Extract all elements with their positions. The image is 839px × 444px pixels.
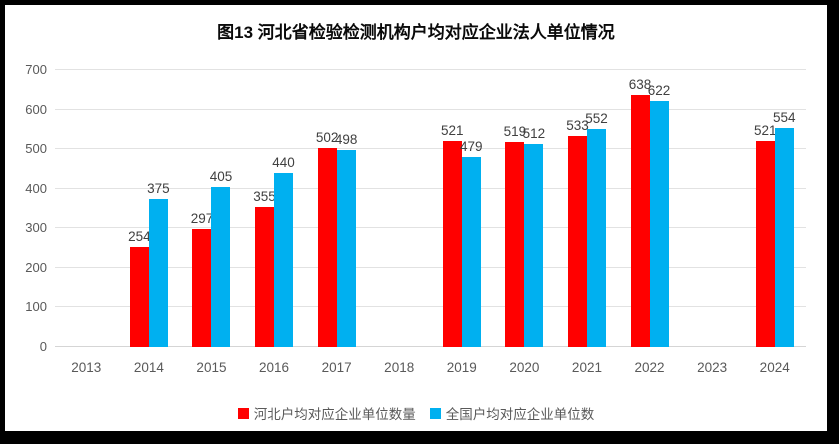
bar-label-national-2020: 512 [522,126,546,142]
x-axis-tick-2021: 2021 [571,360,602,375]
x-axis-tick-2023: 2023 [697,360,728,375]
bar-national-2022 [649,100,669,347]
bar-label-hebei-2015: 297 [190,211,214,227]
y-axis-tick-100: 100 [25,299,47,315]
bar-national-2015 [211,186,231,347]
chart-title: 图13 河北省检验检测机构户均对应企业法人单位情况 [217,23,615,42]
bar-national-2024 [774,127,794,347]
bar-label-national-2019: 479 [460,139,483,155]
bar-hebei-2020 [505,141,525,347]
bar-national-2017 [336,149,356,347]
bar-national-2016 [274,172,294,347]
y-axis-tick-400: 400 [25,180,47,196]
bar-hebei-2017 [317,148,337,347]
y-axis-tick-0: 0 [39,339,47,354]
gridline-y-600 [55,108,806,110]
bar-label-national-2014: 375 [147,180,170,196]
x-axis-tick-2013: 2013 [71,360,102,375]
y-axis-tick-300: 300 [25,220,47,236]
bar-hebei-2021 [567,136,587,347]
bar-hebei-2024 [755,140,775,347]
bar-label-hebei-2019: 521 [441,122,464,138]
bar-national-2019 [461,157,481,347]
bar-label-national-2017: 498 [334,131,358,147]
legend: 河北户均对应企业单位数量 全国户均对应企业单位数 [5,403,827,423]
gridline-y-500 [55,148,806,150]
bar-label-hebei-2017: 502 [315,130,339,146]
bar-label-hebei-2021: 533 [566,118,589,134]
gridline-y-700 [55,69,806,70]
bar-label-national-2024: 554 [772,109,796,125]
x-axis-tick-2016: 2016 [259,360,290,375]
legend-item-hebei: 河北户均对应企业单位数量 [237,403,416,423]
x-axis-tick-2014: 2014 [133,360,164,375]
legend-label-hebei: 河北户均对应企业单位数量 [253,407,416,422]
gridline-y-100 [55,306,806,308]
x-axis-tick-2024: 2024 [759,360,790,375]
x-axis-tick-2017: 2017 [321,360,352,375]
x-axis-tick-2015: 2015 [196,360,227,375]
bar-label-national-2021: 552 [585,110,608,126]
bar-national-2021 [586,128,606,347]
bar-national-2014 [148,198,168,347]
bar-hebei-2016 [255,206,275,347]
y-axis-tick-700: 700 [25,62,47,77]
bar-national-2020 [524,144,544,347]
legend-swatch-national [429,407,441,419]
x-axis-tick-2022: 2022 [634,360,665,375]
bar-hebei-2022 [630,94,650,347]
y-axis-tick-500: 500 [25,141,47,157]
bar-hebei-2015 [192,229,212,347]
gridline-y-0 [55,346,806,347]
x-axis-tick-2018: 2018 [384,360,415,375]
bar-label-national-2022: 622 [647,82,671,98]
bar-label-hebei-2024: 521 [753,122,777,138]
bar-hebei-2019 [442,140,462,347]
legend-swatch-hebei [237,407,249,419]
x-axis-tick-2019: 2019 [446,360,477,375]
x-axis-tick-2020: 2020 [509,360,540,375]
plot-area: 254 375 297 405 355 440 502 498 521 479 519 512 533 5… [55,69,806,347]
gridline-y-400 [55,187,806,189]
bar-label-national-2016: 440 [272,154,295,170]
legend-item-national: 全国户均对应企业单位数 [429,403,595,423]
bar-label-national-2015: 405 [209,168,233,184]
bar-label-hebei-2022: 638 [628,76,652,92]
y-axis-tick-200: 200 [25,259,47,275]
gridline-y-200 [55,266,806,268]
gridline-y-300 [55,227,806,229]
bar-label-hebei-2016: 355 [253,188,276,204]
chart-canvas: 图13 河北省检验检测机构户均对应企业法人单位情况 254 375 297 405 35… [5,5,827,431]
bar-label-hebei-2020: 519 [503,123,527,139]
y-axis-tick-600: 600 [25,101,47,117]
bar-label-hebei-2014: 254 [128,228,151,244]
bar-hebei-2014 [129,246,149,347]
legend-label-national: 全国户均对应企业单位数 [445,407,595,422]
